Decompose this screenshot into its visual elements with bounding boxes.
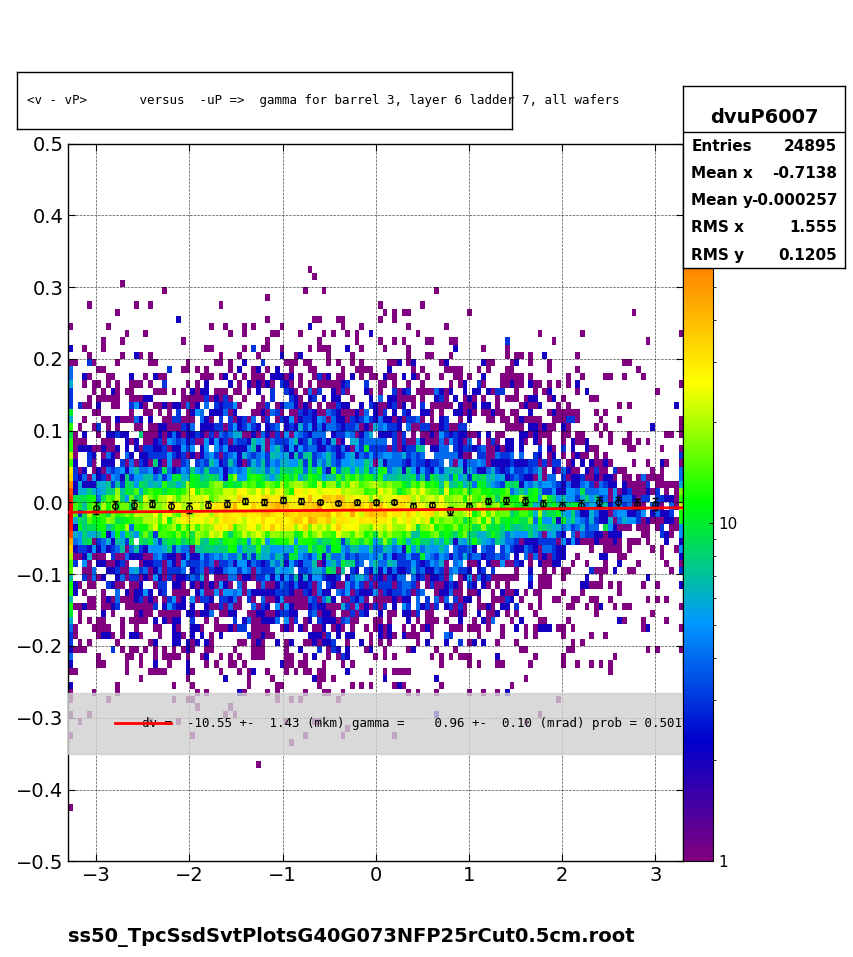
Text: 24895: 24895 [783,139,837,154]
Text: -0.000257: -0.000257 [750,193,837,209]
Text: <v - vP>       versus  -uP =>  gamma for barrel 3, layer 6 ladder 7, all wafers: <v - vP> versus -uP => gamma for barrel … [27,94,618,107]
Text: Entries: Entries [691,139,751,154]
Text: RMS y: RMS y [691,248,744,263]
Bar [68,693,682,754]
Text: ss50_TpcSsdSvtPlotsG40G073NFP25rCut0.5cm.root: ss50_TpcSsdSvtPlotsG40G073NFP25rCut0.5cm… [68,927,634,947]
Text: dv =  -10.55 +-  1.43 (mkm) gamma =    0.96 +-  0.10 (mrad) prob = 0.501: dv = -10.55 +- 1.43 (mkm) gamma = 0.96 +… [142,717,682,729]
Text: Mean y: Mean y [691,193,752,209]
Text: 1.555: 1.555 [788,220,837,235]
Text: 0.1205: 0.1205 [778,248,837,263]
Text: RMS x: RMS x [691,220,744,235]
Text: -0.7138: -0.7138 [771,166,837,181]
Text: Mean x: Mean x [691,166,752,181]
Text: dvuP6007: dvuP6007 [709,108,818,127]
Text: 0: 0 [721,110,734,129]
